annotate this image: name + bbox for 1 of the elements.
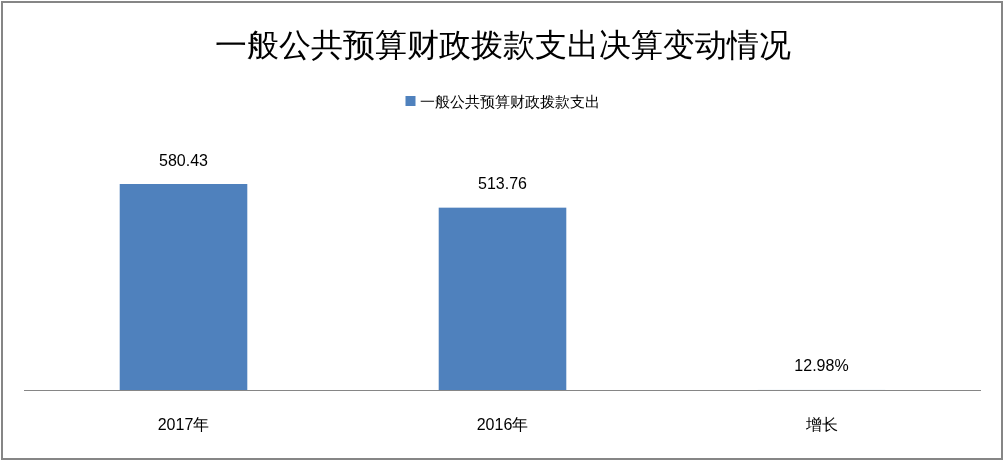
title: 一般公共预算财政拨款支出决算变动情况: [214, 27, 791, 63]
